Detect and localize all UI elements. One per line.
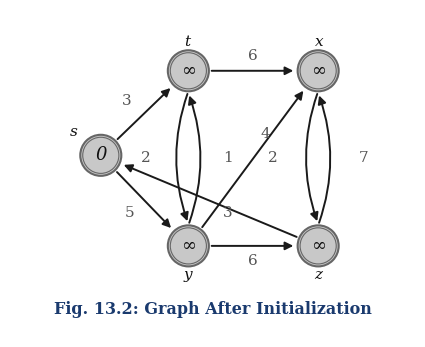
Circle shape: [80, 135, 121, 176]
Circle shape: [168, 50, 209, 91]
Text: ∞: ∞: [181, 237, 196, 255]
Text: s: s: [70, 125, 78, 139]
Text: x: x: [315, 35, 324, 49]
Text: 3: 3: [223, 206, 232, 220]
Text: 2: 2: [268, 151, 278, 165]
Text: 2: 2: [141, 151, 151, 165]
Circle shape: [298, 50, 339, 91]
Text: z: z: [314, 268, 322, 282]
Text: t: t: [184, 35, 190, 49]
Text: 1: 1: [223, 151, 232, 165]
Circle shape: [298, 225, 339, 266]
Text: y: y: [184, 268, 193, 282]
Text: 7: 7: [359, 151, 368, 165]
Text: ∞: ∞: [181, 62, 196, 80]
Text: ∞: ∞: [311, 237, 326, 255]
Text: 4: 4: [261, 127, 270, 141]
Text: 6: 6: [248, 254, 258, 268]
Text: 3: 3: [122, 94, 131, 108]
Text: 6: 6: [248, 49, 258, 63]
Circle shape: [168, 225, 209, 266]
Text: 0: 0: [95, 146, 107, 164]
Text: 5: 5: [125, 206, 134, 220]
Text: ∞: ∞: [311, 62, 326, 80]
Text: Fig. 13.2: Graph After Initialization: Fig. 13.2: Graph After Initialization: [54, 301, 371, 318]
